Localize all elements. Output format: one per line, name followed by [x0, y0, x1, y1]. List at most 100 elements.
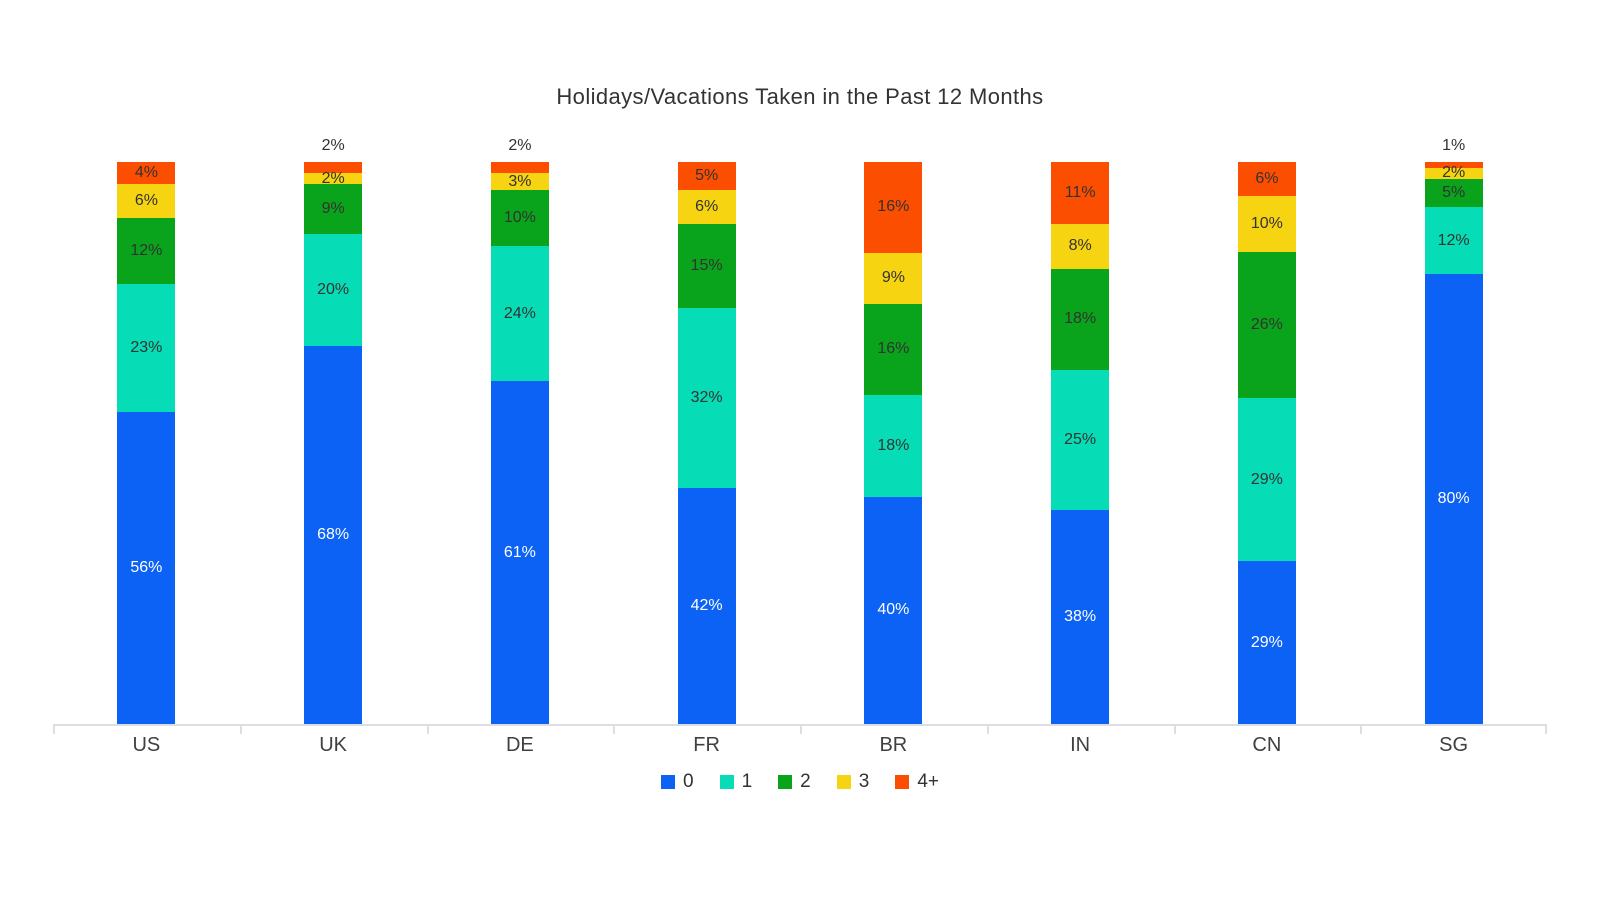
x-axis-tick: [613, 724, 616, 734]
bar-slot-br: 16% 9% 16% 18% 40%: [800, 162, 987, 724]
segment-us-0: 56%: [117, 412, 176, 724]
segment-label-in-2: 18%: [1064, 310, 1097, 328]
legend-label-3: 3: [858, 771, 870, 792]
bar-slot-uk: 2% 2% 9% 20% 68%: [240, 138, 427, 724]
bar-slot-us: 4% 6% 12% 23% 56%: [53, 161, 240, 724]
segment-sg-0: 80%: [1424, 274, 1483, 724]
segment-us-1: 23%: [117, 284, 176, 413]
segment-de-0: 61%: [490, 381, 549, 724]
segment-br-3: 9%: [864, 252, 923, 304]
x-axis-tick: [986, 724, 989, 734]
segment-label-sg-0: 80%: [1437, 490, 1470, 508]
x-axis-labels: US UK DE FR BR IN CN SG: [53, 734, 1547, 757]
segment-label-sg-1: 12%: [1437, 231, 1470, 249]
segment-cn-3: 10%: [1237, 195, 1296, 252]
segment-in-4+: 11%: [1051, 161, 1110, 224]
segment-label-cn-0: 29%: [1250, 633, 1283, 651]
bar-top-label-uk: 2%: [321, 137, 345, 155]
stacked-bar-cn: 6% 10% 26% 29% 29%: [1237, 162, 1296, 724]
segment-label-us-0: 56%: [130, 559, 163, 577]
segment-label-us-1: 23%: [130, 339, 163, 357]
legend-item-0: 0: [661, 772, 694, 791]
chart-title: Holidays/Vacations Taken in the Past 12 …: [556, 84, 1044, 109]
bar-top-label-de: 2%: [508, 137, 532, 155]
segment-cn-1: 29%: [1237, 398, 1296, 561]
stacked-bar-fr: 5% 6% 15% 32% 42%: [677, 162, 736, 724]
x-axis-tick: [239, 724, 242, 734]
segment-de-1: 24%: [490, 246, 549, 382]
segment-uk-2: 9%: [304, 184, 363, 235]
segment-br-2: 16%: [864, 303, 923, 395]
segment-uk-1: 20%: [304, 234, 363, 346]
x-axis-tick: [800, 724, 802, 734]
segment-label-cn-3: 10%: [1250, 214, 1283, 232]
segment-de-2: 10%: [490, 190, 549, 247]
segment-label-br-1: 18%: [877, 436, 910, 454]
segment-uk-4+: [304, 162, 363, 174]
stacked-bar-us: 4% 6% 12% 23% 56%: [117, 161, 176, 724]
segment-label-in-4+: 11%: [1064, 183, 1096, 201]
segment-in-0: 38%: [1051, 510, 1110, 724]
x-axis-label-in: IN: [1070, 734, 1091, 756]
stacked-bar-de: 2% 3% 10% 24% 61%: [490, 138, 549, 724]
segment-label-fr-2: 15%: [690, 257, 723, 275]
bar-slot-de: 2% 3% 10% 24% 61%: [427, 138, 614, 724]
segment-br-0: 40%: [864, 496, 923, 724]
segment-fr-0: 42%: [677, 488, 736, 724]
segment-label-br-0: 40%: [877, 601, 910, 619]
segment-label-de-2: 10%: [503, 209, 536, 227]
segment-fr-2: 15%: [677, 223, 736, 309]
segment-label-br-2: 16%: [877, 340, 910, 358]
x-axis-tick: [53, 724, 55, 734]
x-axis-tick: [1360, 724, 1363, 734]
plot-area: 4% 6% 12% 23% 56% 2% 2% 9% 20% 68% 2% 3% 10% 24% 61% 5%…: [53, 138, 1547, 724]
segment-cn-2: 26%: [1237, 251, 1296, 398]
x-axis-tick: [1545, 724, 1547, 734]
legend-label-1: 1: [741, 771, 753, 792]
segment-label-us-4+: 4%: [134, 164, 158, 182]
segment-label-cn-4+: 6%: [1255, 169, 1279, 187]
segment-label-cn-1: 29%: [1250, 470, 1283, 488]
x-axis-label-cn: CN: [1252, 734, 1282, 756]
segment-sg-3: 2%: [1424, 165, 1483, 181]
segment-fr-3: 6%: [677, 190, 736, 224]
segment-in-3: 8%: [1051, 223, 1110, 269]
segment-label-cn-2: 26%: [1250, 315, 1283, 333]
segment-br-1: 18%: [864, 394, 923, 497]
segment-label-fr-0: 42%: [690, 597, 723, 614]
bar-top-label-sg: 1%: [1442, 137, 1466, 155]
segment-fr-4+: 5%: [677, 162, 736, 191]
bar-slot-in: 11% 8% 18% 25% 38%: [987, 161, 1174, 724]
legend-swatch-1: [719, 774, 734, 789]
segment-label-fr-1: 32%: [690, 389, 723, 407]
x-axis-tick: [426, 724, 429, 734]
legend-label-0: 0: [683, 771, 694, 792]
segment-label-uk-1: 20%: [317, 280, 350, 298]
bar-slot-cn: 6% 10% 26% 29% 29%: [1174, 162, 1361, 724]
legend: 0 1 2 3 4+: [0, 772, 1600, 791]
legend-swatch-3: [836, 774, 851, 789]
segment-de-4+: [490, 162, 549, 174]
segment-label-fr-4+: 5%: [695, 167, 719, 185]
segment-uk-3: 2%: [304, 169, 363, 187]
segment-label-us-3: 6%: [134, 191, 158, 209]
segment-sg-2: 5%: [1424, 178, 1483, 208]
segment-us-2: 12%: [117, 217, 176, 285]
segment-label-in-0: 38%: [1064, 608, 1097, 626]
segment-label-uk-3: 2%: [321, 169, 345, 187]
legend-label-2: 2: [800, 771, 811, 792]
bar-slot-sg: 1% 2% 5% 12% 80%: [1360, 138, 1547, 724]
segment-de-3: 3%: [490, 173, 549, 191]
legend-swatch-0: [661, 774, 675, 789]
legend-label-4plus: 4+: [917, 771, 939, 792]
segment-label-de-1: 24%: [503, 304, 536, 322]
segment-label-us-2: 12%: [130, 242, 163, 259]
stacked-bar-sg: 1% 2% 5% 12% 80%: [1424, 138, 1483, 724]
bar-slot-fr: 5% 6% 15% 32% 42%: [613, 162, 800, 724]
x-axis-label-uk: UK: [319, 734, 348, 756]
segment-label-de-0: 61%: [503, 543, 536, 561]
x-axis-label-us: US: [132, 734, 161, 756]
legend-item-3: 3: [836, 771, 870, 792]
segment-label-uk-0: 68%: [317, 525, 350, 543]
stacked-bar-uk: 2% 2% 9% 20% 68%: [304, 138, 363, 724]
